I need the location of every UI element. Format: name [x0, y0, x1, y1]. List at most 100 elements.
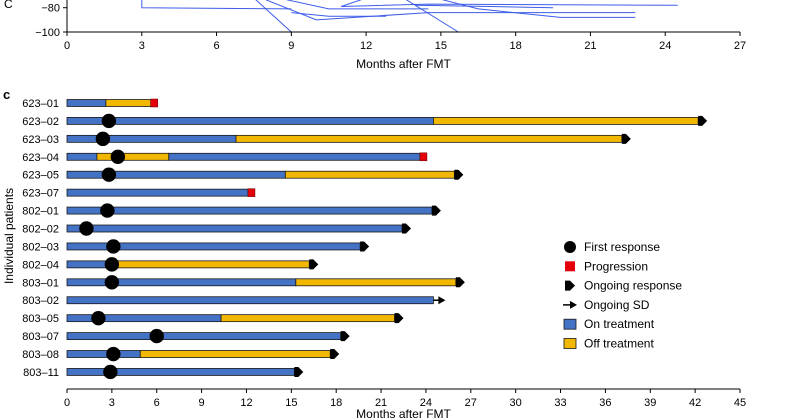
legend-label-ongoing-response: Ongoing response: [584, 279, 682, 293]
legend-label-first-response: First response: [584, 240, 660, 254]
ongoing-sd-arrowhead: [438, 296, 446, 305]
c-x-tick-label: 36: [599, 397, 611, 409]
top-series-line-f: [405, 0, 459, 33]
ongoing-response-marker: [431, 205, 441, 216]
top-x-tick-label: 27: [734, 40, 746, 52]
on-treatment-bar: [66, 350, 141, 358]
top-series-line-j: [291, 12, 387, 17]
top-x-tick-label: 12: [360, 40, 372, 52]
legend: First response Progression Ongoing respons…: [563, 240, 682, 351]
first-response-marker: [79, 221, 94, 236]
top-x-tick-label: 24: [659, 40, 671, 52]
c-x-tick-label: 39: [644, 397, 656, 409]
off-treatment-bar: [220, 314, 395, 323]
top-x-tick-label: 3: [139, 40, 145, 52]
c-x-tick-label: 15: [285, 397, 297, 409]
top-x-tick-label: 15: [435, 40, 447, 52]
c-y-axis-label: Individual patients: [2, 188, 16, 284]
on-treatment-bar: [66, 296, 434, 305]
patient-label: 623–07: [22, 188, 59, 200]
ongoing-response-marker: [294, 366, 304, 377]
c-x-tick-label: 3: [109, 397, 115, 409]
legend-ongoing-sd-arrowhead: [570, 300, 577, 309]
first-response-marker: [110, 149, 126, 164]
ongoing-response-marker: [455, 277, 465, 288]
first-response-marker: [104, 257, 120, 272]
on-treatment-bar: [66, 278, 297, 287]
legend-label-ongoing-sd: Ongoing SD: [584, 298, 650, 312]
progression-marker: [419, 152, 428, 162]
top-series-line-h: [415, 4, 554, 9]
on-treatment-bar: [66, 117, 434, 125]
legend-ongoing-response-symbol: [565, 280, 575, 291]
ongoing-response-marker: [402, 223, 412, 234]
top-series-line-c: [265, 0, 636, 21]
top-series-group: [141, 0, 678, 33]
legend-label-off-treatment: Off treatment: [584, 337, 654, 351]
on-treatment-bar: [66, 224, 403, 233]
on-treatment-bar: [66, 152, 98, 161]
off-treatment-bar: [96, 152, 170, 161]
patient-label: 803–01: [22, 277, 59, 289]
ongoing-response-marker: [454, 169, 464, 180]
progression-marker: [247, 188, 256, 197]
c-x-tick-label: 45: [734, 397, 746, 409]
first-response-marker: [103, 364, 118, 380]
ongoing-response-marker: [330, 349, 340, 360]
on-treatment-bar: [66, 99, 107, 107]
top-x-tick-label: 21: [584, 40, 596, 52]
ongoing-response-marker: [698, 115, 708, 126]
first-response-marker: [106, 346, 121, 362]
off-treatment-bar: [139, 350, 331, 358]
c-x-tick-label: 6: [154, 397, 160, 409]
patient-label: 623–04: [22, 152, 59, 164]
top-series-line-d: [285, 0, 429, 10]
top-panel-line-chart: −80 −100 C 0 3 6 9 12 15 18 21 24 27 Months after FMT: [4, 0, 746, 71]
top-y-tick-label: −100: [35, 27, 60, 39]
c-x-tick-label: 42: [689, 397, 701, 409]
c-x-axis-label: Months after FMT: [356, 407, 451, 419]
top-y-tick-label: −80: [41, 3, 60, 15]
patient-label: 803–05: [22, 313, 59, 325]
c-x-tick-label: 30: [510, 397, 522, 409]
off-treatment-bar: [284, 170, 455, 179]
first-response-marker: [106, 239, 121, 254]
c-x-tick-label: 9: [199, 397, 205, 409]
c-x-tick-label: 27: [465, 397, 477, 409]
off-treatment-bar: [112, 260, 310, 269]
legend-on-treatment-symbol: [563, 318, 577, 330]
first-response-marker: [91, 310, 106, 326]
top-x-axis-label: Months after FMT: [356, 57, 451, 71]
on-treatment-bar: [66, 134, 237, 143]
off-treatment-bar: [105, 99, 152, 107]
patient-label: 623–02: [22, 116, 59, 128]
legend-first-response-symbol: [564, 241, 576, 253]
patient-label: 623–01: [22, 98, 59, 110]
legend-progression-symbol: [565, 261, 575, 272]
on-treatment-bar: [168, 152, 421, 161]
on-treatment-bar: [66, 332, 342, 340]
patient-label: 803–08: [22, 349, 59, 361]
top-y-axis-label-fragment: C: [4, 0, 13, 11]
first-response-marker: [101, 113, 117, 129]
off-treatment-bar: [235, 134, 623, 143]
top-series-line-a: [141, 0, 292, 10]
patient-label: 623–05: [22, 170, 59, 182]
top-series-line-e: [341, 0, 678, 7]
top-x-tick-label: 6: [213, 40, 219, 52]
first-response-marker: [149, 328, 164, 344]
top-x-tick-label: 0: [64, 40, 70, 52]
c-x-tick-label: 18: [330, 397, 342, 409]
first-response-marker: [101, 167, 117, 182]
ongoing-response-marker: [340, 331, 350, 342]
ongoing-response-marker: [360, 241, 370, 252]
on-treatment-bar: [66, 188, 249, 197]
c-x-tick-label: 24: [420, 397, 432, 409]
patient-label: 803–02: [22, 295, 59, 307]
patient-label: 802–03: [22, 241, 59, 253]
c-x-tick-label: 0: [64, 397, 70, 409]
patient-label: 803–07: [22, 331, 59, 343]
ongoing-response-marker: [621, 133, 631, 144]
legend-label-on-treatment: On treatment: [584, 317, 655, 331]
